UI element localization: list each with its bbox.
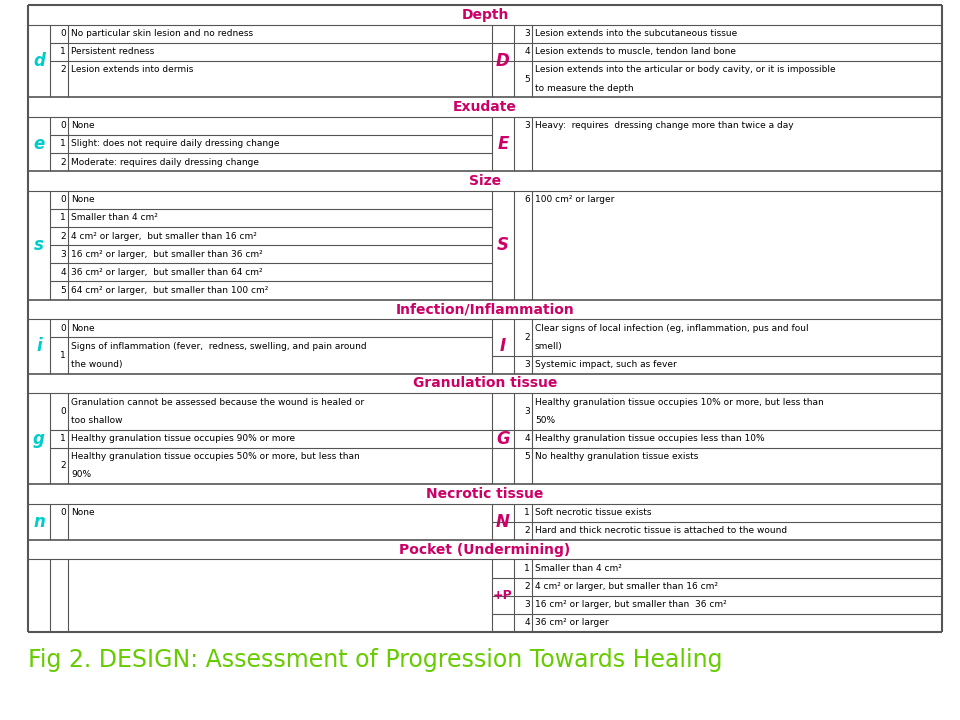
Text: E: E (497, 135, 509, 153)
Text: 1: 1 (60, 140, 66, 148)
Text: 1: 1 (524, 564, 530, 573)
Text: 5: 5 (524, 452, 530, 462)
Text: Smaller than 4 cm²: Smaller than 4 cm² (535, 564, 622, 573)
Text: 2: 2 (60, 66, 66, 74)
Text: 1: 1 (60, 351, 66, 360)
Text: Fig 2. DESIGN: Assessment of Progression Towards Healing: Fig 2. DESIGN: Assessment of Progression… (28, 648, 723, 672)
Text: g: g (33, 430, 45, 448)
Text: None: None (71, 508, 95, 517)
Text: 4: 4 (524, 434, 530, 443)
Text: None: None (71, 195, 95, 204)
Text: 3: 3 (524, 360, 530, 369)
Text: 0: 0 (60, 29, 66, 38)
Text: 1: 1 (524, 508, 530, 517)
Text: d: d (33, 52, 45, 70)
Text: 2: 2 (60, 462, 66, 470)
Text: 100 cm² or larger: 100 cm² or larger (535, 195, 614, 204)
Text: 36 cm² or larger,  but smaller than 64 cm²: 36 cm² or larger, but smaller than 64 cm… (71, 268, 263, 277)
Text: Lesion extends to muscle, tendon land bone: Lesion extends to muscle, tendon land bo… (535, 48, 736, 56)
Text: Hard and thick necrotic tissue is attached to the wound: Hard and thick necrotic tissue is attach… (535, 526, 787, 535)
Text: 16 cm² or larger,  but smaller than 36 cm²: 16 cm² or larger, but smaller than 36 cm… (71, 250, 263, 258)
Text: 0: 0 (60, 407, 66, 416)
Text: Smaller than 4 cm²: Smaller than 4 cm² (71, 213, 157, 222)
Text: 36 cm² or larger: 36 cm² or larger (535, 618, 609, 627)
Text: Heavy:  requires  dressing change more than twice a day: Heavy: requires dressing change more tha… (535, 121, 794, 130)
Text: 1: 1 (60, 434, 66, 443)
Text: the wound): the wound) (71, 360, 123, 369)
Text: Moderate: requires daily dressing change: Moderate: requires daily dressing change (71, 158, 259, 166)
Text: 2: 2 (60, 158, 66, 166)
Text: Healthy granulation tissue occupies 90% or more: Healthy granulation tissue occupies 90% … (71, 434, 295, 443)
Text: I: I (500, 338, 506, 356)
Text: smell): smell) (535, 342, 563, 351)
Text: Size: Size (468, 174, 501, 188)
Text: Lesion extends into the articular or body cavity, or it is impossible: Lesion extends into the articular or bod… (535, 66, 835, 74)
Text: 2: 2 (524, 333, 530, 342)
Text: Granulation cannot be assessed because the wound is healed or: Granulation cannot be assessed because t… (71, 397, 364, 407)
Text: 50%: 50% (535, 416, 555, 425)
Text: 5: 5 (524, 74, 530, 84)
Text: 2: 2 (524, 526, 530, 535)
Text: 0: 0 (60, 324, 66, 333)
Text: 4: 4 (524, 618, 530, 627)
Text: 2: 2 (524, 582, 530, 591)
Text: Necrotic tissue: Necrotic tissue (426, 487, 543, 500)
Text: 0: 0 (60, 121, 66, 130)
Text: No healthy granulation tissue exists: No healthy granulation tissue exists (535, 452, 698, 462)
Text: 5: 5 (60, 286, 66, 295)
Text: None: None (71, 324, 95, 333)
Text: Slight: does not require daily dressing change: Slight: does not require daily dressing … (71, 140, 279, 148)
Text: G: G (496, 430, 510, 448)
Text: 4: 4 (60, 268, 66, 277)
Text: Pocket (Undermining): Pocket (Undermining) (399, 543, 570, 557)
Text: n: n (33, 513, 45, 531)
Text: 1: 1 (60, 213, 66, 222)
Text: s: s (34, 236, 44, 254)
Text: 3: 3 (60, 250, 66, 258)
Text: 4 cm² or larger, but smaller than 16 cm²: 4 cm² or larger, but smaller than 16 cm² (535, 582, 718, 591)
Text: +P: +P (493, 589, 513, 602)
Text: Healthy granulation tissue occupies 50% or more, but less than: Healthy granulation tissue occupies 50% … (71, 452, 360, 462)
Text: 90%: 90% (71, 470, 91, 480)
Text: No particular skin lesion and no redness: No particular skin lesion and no redness (71, 29, 253, 38)
Text: i: i (36, 338, 42, 356)
Text: 4: 4 (524, 48, 530, 56)
Text: e: e (34, 135, 44, 153)
Text: 0: 0 (60, 195, 66, 204)
Text: 3: 3 (524, 600, 530, 609)
Text: Signs of inflammation (fever,  redness, swelling, and pain around: Signs of inflammation (fever, redness, s… (71, 342, 367, 351)
Text: Lesion extends into dermis: Lesion extends into dermis (71, 66, 193, 74)
Text: Infection/Inflammation: Infection/Inflammation (396, 302, 574, 316)
Text: Clear signs of local infection (eg, inflammation, pus and foul: Clear signs of local infection (eg, infl… (535, 324, 808, 333)
Text: Exudate: Exudate (453, 100, 516, 114)
Text: S: S (497, 236, 509, 254)
Text: 16 cm² or larger, but smaller than  36 cm²: 16 cm² or larger, but smaller than 36 cm… (535, 600, 727, 609)
Text: Healthy granulation tissue occupies less than 10%: Healthy granulation tissue occupies less… (535, 434, 764, 443)
Text: Soft necrotic tissue exists: Soft necrotic tissue exists (535, 508, 652, 517)
Text: Depth: Depth (462, 8, 509, 22)
Text: 6: 6 (524, 195, 530, 204)
Text: 64 cm² or larger,  but smaller than 100 cm²: 64 cm² or larger, but smaller than 100 c… (71, 286, 269, 295)
Text: 3: 3 (524, 407, 530, 416)
Text: Systemic impact, such as fever: Systemic impact, such as fever (535, 360, 677, 369)
Text: N: N (496, 513, 510, 531)
Text: too shallow: too shallow (71, 416, 123, 425)
Text: 3: 3 (524, 121, 530, 130)
Text: Healthy granulation tissue occupies 10% or more, but less than: Healthy granulation tissue occupies 10% … (535, 397, 824, 407)
Text: to measure the depth: to measure the depth (535, 84, 634, 93)
Text: Persistent redness: Persistent redness (71, 48, 155, 56)
Text: Granulation tissue: Granulation tissue (413, 377, 557, 390)
Text: 1: 1 (60, 48, 66, 56)
Text: 3: 3 (524, 29, 530, 38)
Text: Lesion extends into the subcutaneous tissue: Lesion extends into the subcutaneous tis… (535, 29, 737, 38)
Text: 2: 2 (60, 232, 66, 240)
Text: 4 cm² or larger,  but smaller than 16 cm²: 4 cm² or larger, but smaller than 16 cm² (71, 232, 257, 240)
Text: D: D (496, 52, 510, 70)
Text: 0: 0 (60, 508, 66, 517)
Text: None: None (71, 121, 95, 130)
